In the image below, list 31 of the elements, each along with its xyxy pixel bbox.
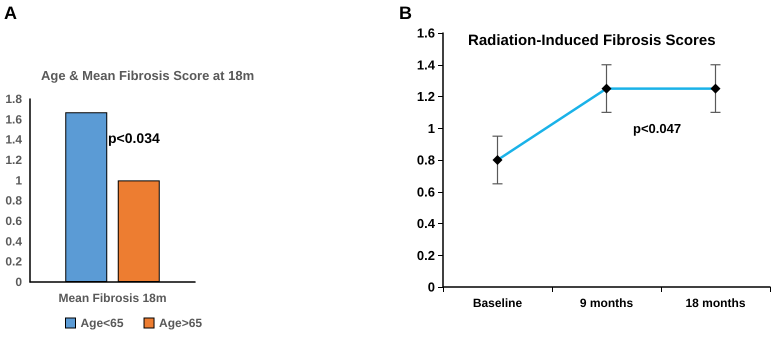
annotation: p<0.034: [108, 130, 160, 146]
text: B: [399, 3, 412, 23]
y-tick-label: 0.6: [416, 184, 435, 200]
y-tick-label: 0.8: [5, 194, 22, 208]
y-tick-label: 1.8: [5, 92, 22, 106]
y-tick-label: 0.8: [416, 152, 435, 168]
x-tick-label: 9 months: [580, 296, 634, 310]
y-tick-label: 1: [15, 173, 22, 188]
y-tick-label: 0: [428, 280, 435, 294]
annotation: p<0.047: [633, 121, 682, 136]
chart-title: Radiation-Induced Fibrosis Scores: [468, 32, 716, 49]
y-tick-label: 1.6: [5, 112, 22, 126]
y-tick-label: 0: [15, 275, 22, 289]
legend-label: Age<65: [80, 316, 124, 330]
x-tick-label: Baseline: [472, 296, 523, 310]
x-tick-label: 18 months: [685, 296, 746, 310]
y-tick-label: 0.4: [416, 216, 436, 231]
y-tick-label: 0.2: [416, 248, 435, 263]
y-tick-label: 1.2: [416, 89, 435, 104]
x-tick-label: Mean Fibrosis 18m: [58, 291, 167, 305]
y-tick-label: 1.4: [5, 132, 22, 147]
y-tick-label: 1.6: [416, 26, 435, 40]
legend-label: Age>65: [159, 316, 202, 330]
y-tick-label: 1.2: [5, 153, 22, 167]
y-tick-label: 0.6: [5, 214, 22, 228]
text: A: [4, 3, 17, 23]
y-tick-label: 1: [428, 120, 435, 136]
y-tick-label: 0.4: [5, 234, 22, 248]
y-tick-label: 0.2: [5, 254, 22, 269]
chart-title: Age & Mean Fibrosis Score at 18m: [41, 68, 254, 83]
y-tick-label: 1.4: [416, 57, 436, 72]
